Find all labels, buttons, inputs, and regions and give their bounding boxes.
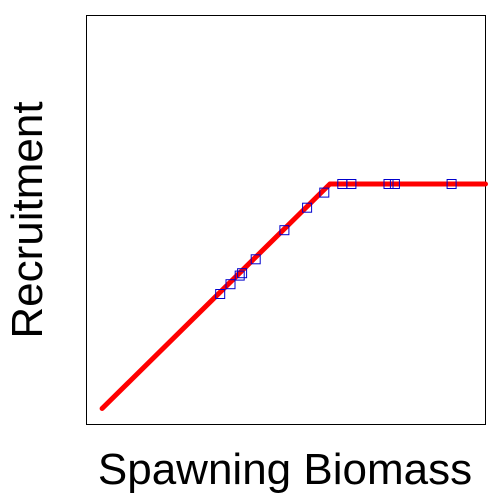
data-point <box>234 270 245 281</box>
x-axis-title: Spawning Biomass <box>98 445 472 494</box>
data-point <box>225 279 236 290</box>
data-point <box>389 179 400 189</box>
data-point <box>346 179 357 189</box>
data-point <box>446 179 457 189</box>
y-axis-title: Recruitment <box>3 101 52 338</box>
data-point <box>279 225 290 236</box>
data-point <box>250 254 261 265</box>
series-layer <box>99 181 488 411</box>
data-point <box>319 187 330 198</box>
data-point <box>215 289 226 299</box>
fit-line <box>99 181 488 411</box>
points-layer <box>215 179 457 299</box>
plot-frame <box>86 15 486 425</box>
data-point <box>383 179 394 189</box>
data-point <box>302 202 313 213</box>
data-point <box>237 268 248 279</box>
